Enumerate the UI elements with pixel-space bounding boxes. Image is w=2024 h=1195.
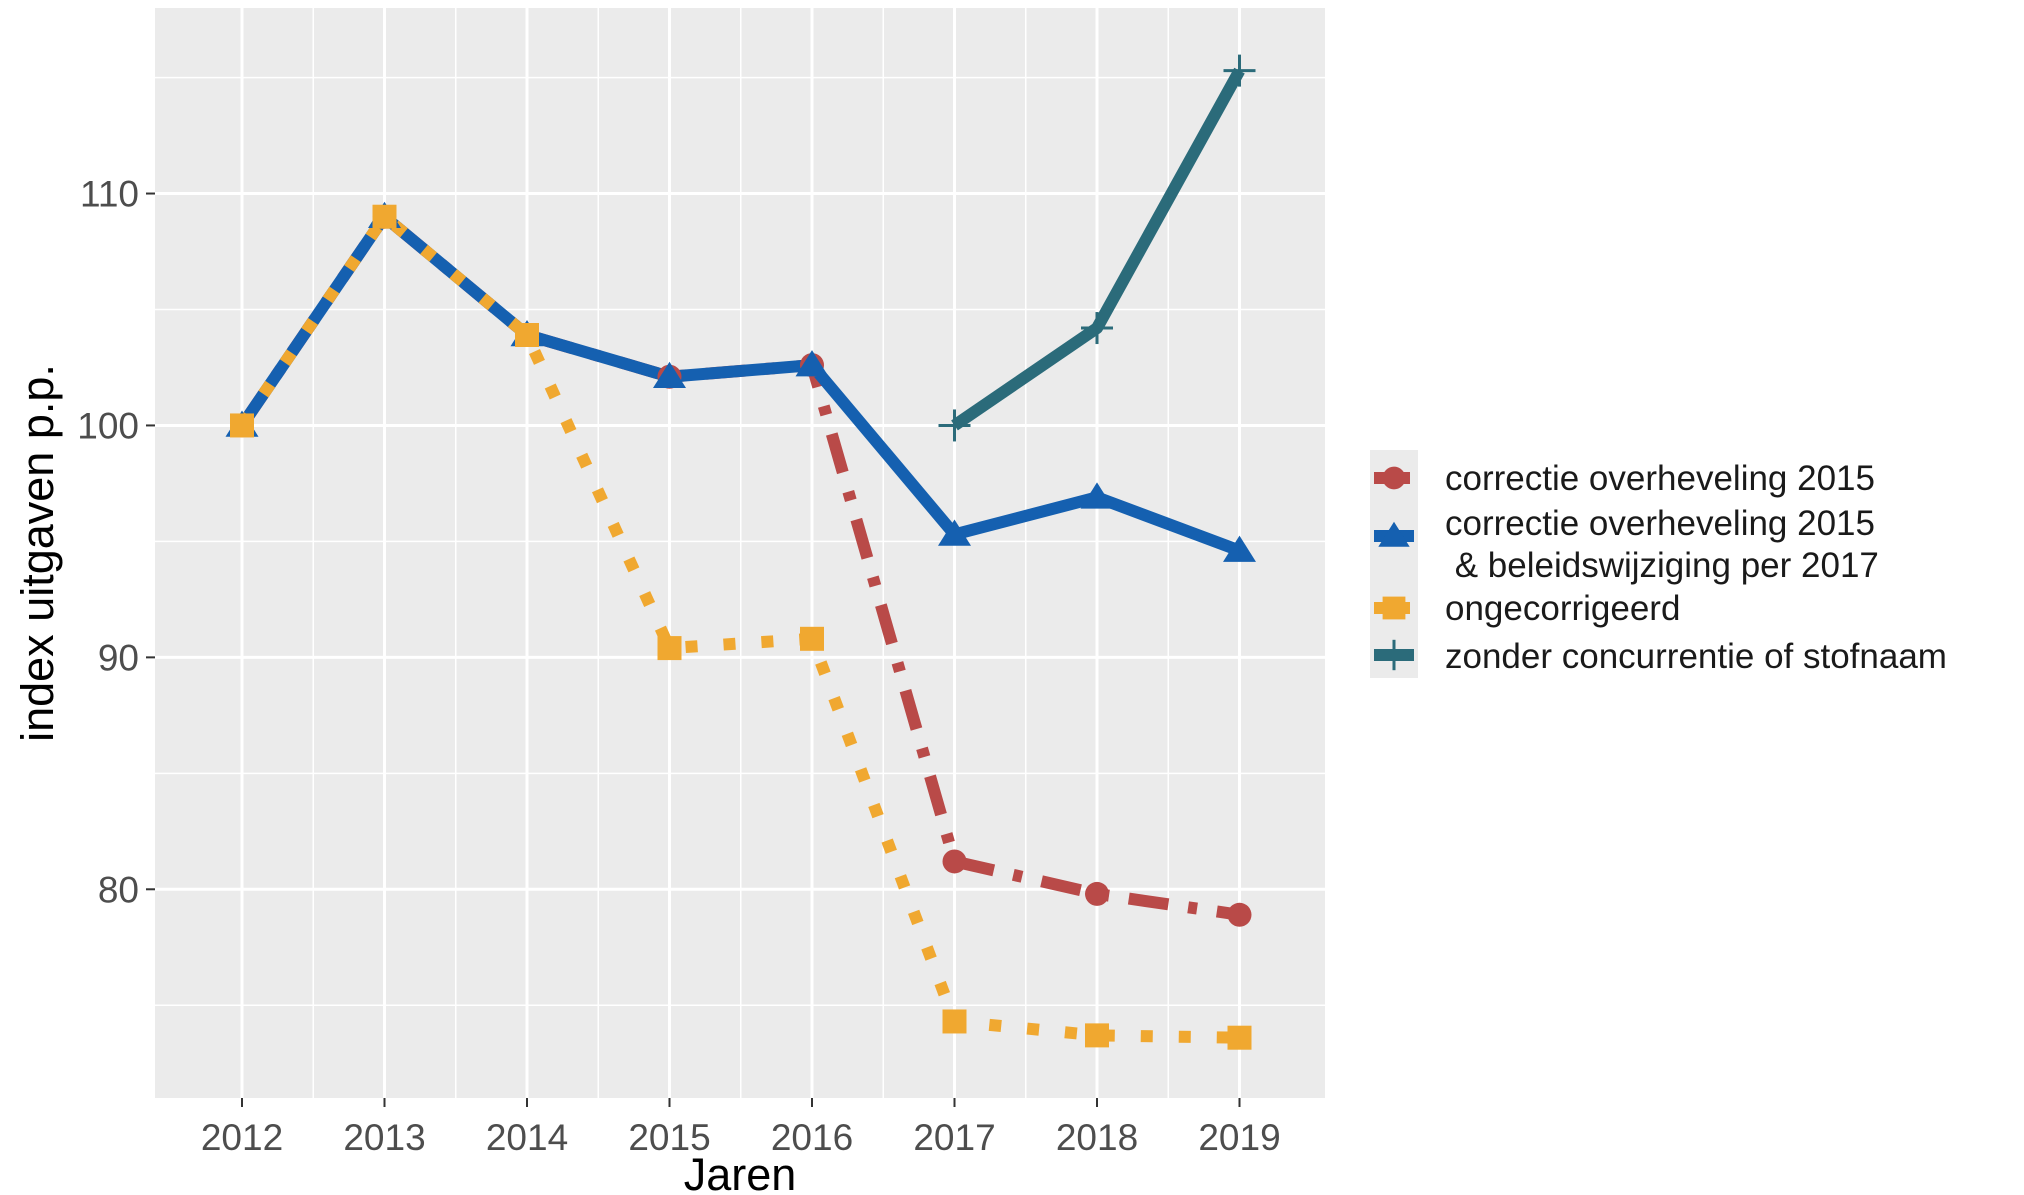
series-line [237,210,1240,1044]
legend-label: zonder concurrentie of stofnaam [1445,637,1947,676]
x-axis-title: Jaren [684,1149,797,1195]
legend-label: correctie overheveling 2015 [1445,504,1875,543]
series-markers [225,54,1256,1050]
data-point [1081,312,1113,345]
grid-lines [155,8,1325,1098]
data-point [230,413,254,438]
data-point [515,323,539,347]
data-point [938,519,971,546]
x-tick-label: 2017 [913,1117,995,1158]
x-tick-label: 2013 [343,1117,425,1158]
legend-label: & beleidswijziging per 2017 [1445,546,1879,585]
data-point [800,626,824,651]
series-lines [237,67,1245,1044]
y-tick-label: 90 [98,637,139,678]
x-tick-label: 2019 [1198,1117,1280,1158]
data-point [657,636,682,661]
y-tick-label: 100 [77,405,139,446]
series-line [237,210,1242,557]
y-tick-label: 110 [80,174,139,215]
axes: Jaren index uitgaven p.p. 80 90 100 110 2012… [12,174,1281,1195]
data-point [1085,881,1109,906]
x-tick-label: 2012 [201,1117,283,1158]
legend-key-marker [1382,596,1406,620]
legend: correctie overheveling 2015 correctie ove… [1370,450,1947,678]
x-tick-label: 2018 [1056,1117,1138,1158]
x-tick-label: 2015 [628,1117,710,1158]
data-point [1227,902,1252,927]
data-point [372,204,397,229]
data-point [942,1009,967,1034]
data-point [942,849,967,874]
legend-label: correctie overheveling 2015 [1445,459,1875,498]
data-point [938,409,971,442]
legend-label: ongecorrigeerd [1445,589,1680,628]
data-point [1080,482,1114,509]
data-point [1227,1025,1252,1050]
legend-key-marker [1378,639,1410,671]
x-tick-label: 2016 [771,1117,853,1158]
x-tick-label: 2014 [486,1117,568,1158]
legend-key-marker [1378,521,1410,547]
y-tick-label: 80 [98,869,139,910]
legend-key-marker [1382,466,1406,490]
y-axis-title: index uitgaven p.p. [12,364,63,742]
data-point [1223,54,1256,87]
data-point [1223,535,1256,562]
data-point [1085,1023,1109,1048]
data-point [795,350,829,377]
data-point [653,361,686,388]
